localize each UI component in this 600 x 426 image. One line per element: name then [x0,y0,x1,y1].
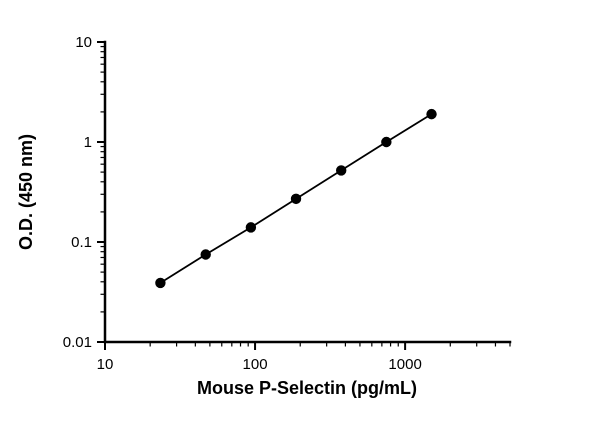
data-point [155,277,166,289]
y-axis-title: O.D. (450 nm) [16,134,36,250]
y-tick-label: 1 [84,134,92,151]
data-point [290,193,302,205]
x-tick-label: 10 [97,356,114,373]
data-point [381,136,392,148]
data-point [426,108,437,120]
plot-layer: 10 100 1000 0.01 0.1 1 10 [63,34,512,373]
data-point [245,222,257,233]
data-point [200,249,211,260]
x-tick-label: 1000 [388,356,421,373]
x-tick-label: 100 [243,356,268,373]
y-tick-label: 0.01 [63,334,92,351]
y-tick-label: 0.1 [71,234,92,251]
data-point [335,165,347,176]
x-axis-title: Mouse P-Selectin (pg/mL) [197,378,417,398]
y-tick-label: 10 [75,34,92,51]
